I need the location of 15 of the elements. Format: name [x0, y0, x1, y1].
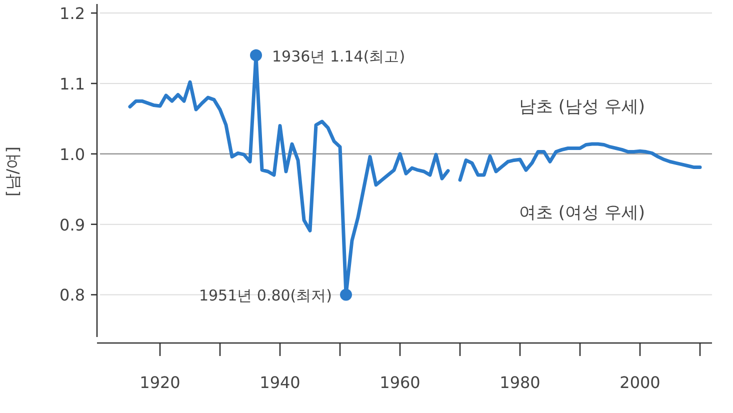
y-tick-label: 0.8: [60, 286, 85, 305]
annotation: 1936년 1.14(최고): [272, 47, 406, 66]
annotation: 여초 (여성 우세): [518, 203, 646, 223]
y-tick-label: 1.1: [60, 74, 85, 94]
x-tick-label: 1920: [140, 373, 180, 392]
x-tick-label: 1980: [500, 373, 540, 392]
y-tick-label: 1.0: [60, 144, 85, 164]
annotation: 남초 (남성 우세): [518, 97, 646, 117]
y-tick-label: 0.9: [60, 215, 85, 234]
ylabel: [남/여]: [3, 146, 22, 196]
y-tick-label: 1.2: [60, 4, 85, 24]
x-tick-label: 2000: [620, 373, 660, 392]
x-tick-label: 1960: [380, 373, 420, 392]
annotation: 1951년 0.80(최저): [198, 286, 332, 305]
x-tick-label: 1940: [260, 373, 300, 392]
